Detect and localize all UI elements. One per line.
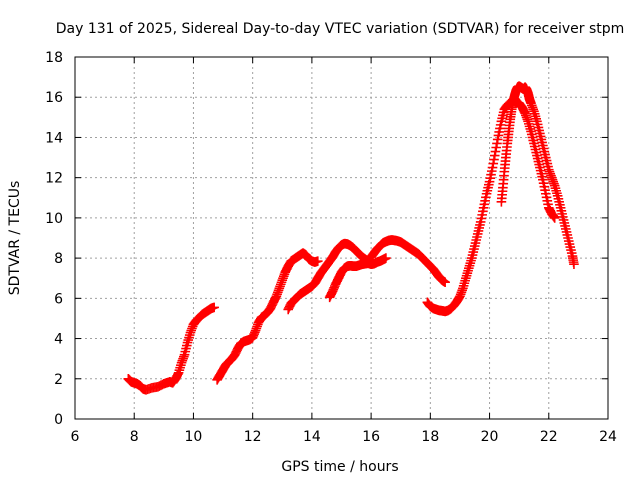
- x-axis-label: GPS time / hours: [281, 459, 398, 475]
- x-tick-label: 8: [130, 429, 139, 445]
- y-tick-label: 16: [45, 90, 63, 106]
- x-tick-label: 22: [540, 429, 558, 445]
- x-tick-label: 16: [362, 429, 380, 445]
- x-tick-label: 20: [481, 429, 499, 445]
- series-arc-5: [366, 235, 450, 288]
- x-tick-label: 14: [303, 429, 321, 445]
- data-point: [569, 259, 579, 269]
- x-tick-label: 24: [599, 429, 617, 445]
- y-tick-label: 0: [54, 412, 63, 428]
- y-tick-label: 6: [54, 291, 63, 307]
- y-axis-label: SDTVAR / TECUs: [7, 181, 23, 296]
- chart-title: Day 131 of 2025, Sidereal Day-to-day VTE…: [56, 21, 625, 37]
- data-layer: [123, 81, 579, 395]
- series-arc-1: [123, 302, 219, 395]
- data-point: [440, 277, 450, 288]
- x-tick-label: 10: [185, 429, 203, 445]
- y-tick-label: 2: [54, 372, 63, 388]
- x-tick-label: 12: [244, 429, 262, 445]
- data-point: [209, 302, 219, 313]
- y-tick-label: 12: [45, 171, 63, 187]
- data-point: [549, 213, 560, 223]
- x-tick-label: 6: [71, 429, 80, 445]
- series-arc-2: [212, 248, 323, 385]
- y-tick-label: 14: [45, 130, 63, 146]
- grid-layer: [75, 57, 608, 419]
- y-tick-label: 4: [54, 332, 63, 348]
- y-tick-label: 18: [45, 50, 63, 66]
- y-tick-label: 10: [45, 211, 63, 227]
- data-point: [381, 253, 391, 263]
- x-tick-label: 18: [421, 429, 439, 445]
- plot-frame: [74, 56, 609, 420]
- data-point: [313, 256, 323, 266]
- series-arc-7: [496, 81, 579, 269]
- y-tick-label: 8: [54, 251, 63, 267]
- series-arc-6: [422, 96, 560, 317]
- series-arc-4: [324, 253, 391, 303]
